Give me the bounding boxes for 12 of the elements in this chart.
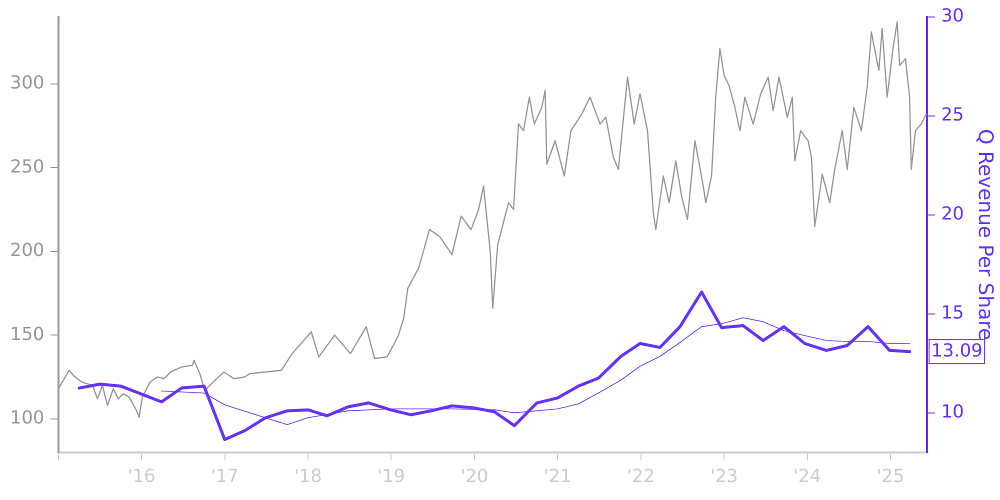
data-label: 13.09 bbox=[931, 340, 983, 362]
y-tick-label: 300 bbox=[10, 72, 44, 94]
y2-axis-title: Q Revenue Per Share bbox=[974, 128, 998, 340]
y2-tick-label: 30 bbox=[941, 5, 964, 26]
y-tick-label: 250 bbox=[10, 156, 44, 178]
y2-tick-label: 10 bbox=[941, 401, 964, 422]
y-tick-label: 150 bbox=[10, 324, 44, 345]
y2-tick-label: 20 bbox=[941, 203, 964, 224]
y2-tick-label: 15 bbox=[941, 302, 964, 324]
y2-tick-label: 25 bbox=[941, 104, 964, 126]
y-tick-label: 100 bbox=[10, 408, 44, 429]
y-tick-label: 200 bbox=[10, 240, 44, 262]
